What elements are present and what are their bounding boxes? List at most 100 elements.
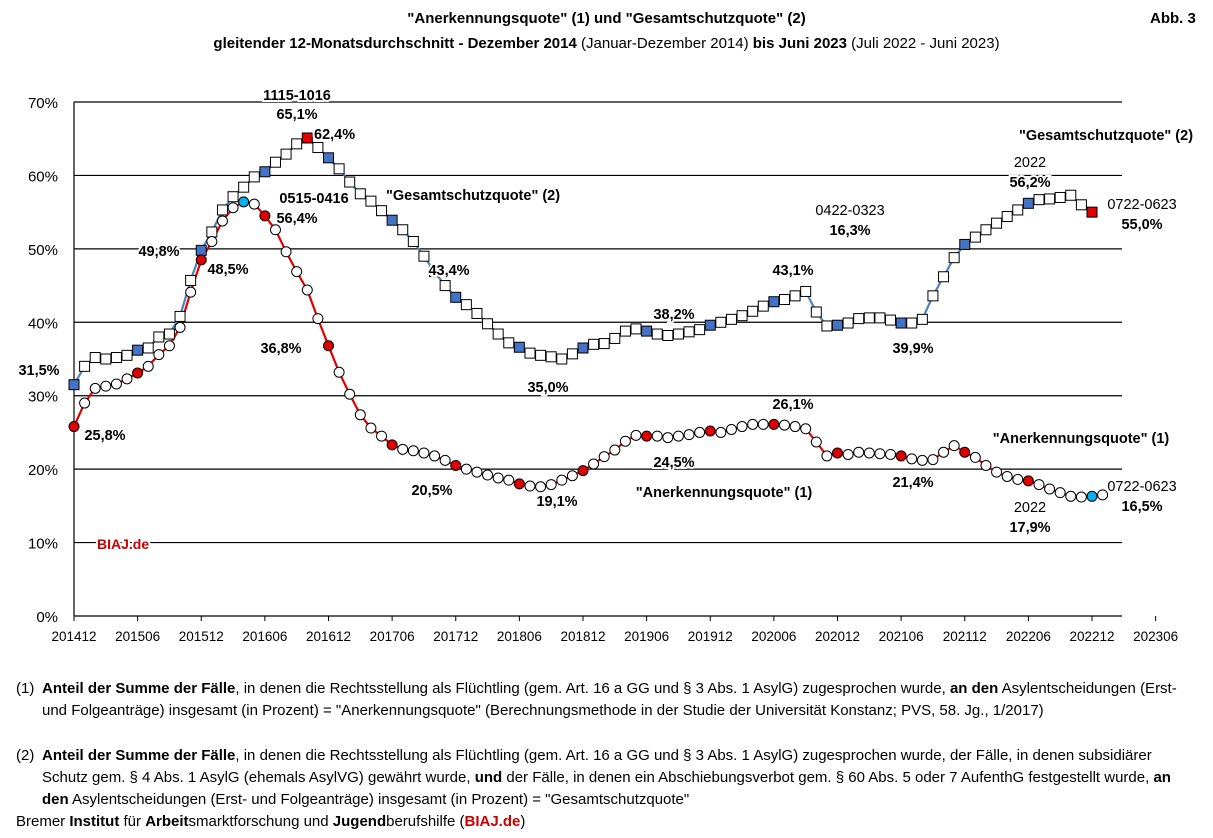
annotation-a-16-3: 16,3%	[829, 223, 870, 239]
gesamtschutzquote-point	[747, 305, 759, 317]
annotation-a-36-8: 36,8%	[260, 341, 301, 357]
annotation-a-series-label-right: "Anerkennungsquote" (1)	[993, 431, 1170, 447]
x-tick-label: 201512	[179, 629, 224, 644]
anerkennungsquote-point	[407, 445, 419, 457]
x-tick-label: 202206	[1006, 629, 1051, 644]
gesamtschutzquote-point	[535, 349, 547, 361]
annotation-peak-value: 65,1%	[276, 107, 317, 123]
fn2-bold-3: an den	[42, 769, 1171, 808]
gesamtschutzquote-point	[323, 152, 334, 164]
anerkennungsquote-point	[747, 418, 759, 430]
footnote-2-text: Anteil der Summe der Fälle, in denen die…	[42, 745, 1201, 811]
annotation-a-series-label-mid: "Anerkennungsquote" (1)	[636, 485, 813, 501]
x-tick-label: 201712	[433, 629, 478, 644]
anerkennungsquote-point	[301, 284, 313, 296]
gesamtschutzquote-point	[206, 226, 218, 238]
chart-title: "Anerkennungsquote" (1) und "Gesamtschut…	[407, 10, 806, 27]
gesamtschutzquote-point	[460, 299, 472, 311]
anerkennungsquote-point	[885, 448, 897, 460]
watermark-biaj: BIAJ.de	[97, 536, 149, 552]
gesamtschutzquote-point	[513, 341, 525, 353]
gesamtschutzquote-point	[407, 236, 419, 248]
x-tick-label: 201906	[624, 629, 669, 644]
src-p3: smarktforschung und	[188, 813, 333, 830]
x-tick-label: 202106	[879, 629, 924, 644]
gesamtschutzquote-point	[938, 271, 950, 283]
anerkennungsquote-point	[429, 450, 441, 462]
footnote-1-text: Anteil der Summe der Fälle, in denen die…	[42, 678, 1201, 722]
footnote-1-number: (1)	[16, 680, 35, 697]
anerkennungsquote-point	[142, 360, 154, 372]
anerkennungsquote-point	[1012, 473, 1024, 485]
gesamtschutzquote-point	[1086, 206, 1098, 218]
y-tick-label: 0%	[36, 609, 58, 626]
anerkennungsquote-point	[916, 454, 928, 466]
x-tick-label: 201706	[370, 629, 415, 644]
chart-subtitle: gleitender 12-Monatsdurchschnitt - Dezem…	[0, 35, 1213, 52]
y-tick-label: 10%	[28, 536, 58, 553]
anerkennungsquote-point	[248, 198, 260, 210]
gesamtschutzquote-point	[715, 316, 727, 328]
anerkennungsquote-point	[121, 373, 133, 385]
anerkennungsquote-point	[471, 466, 483, 478]
anerkennungsquote-point	[174, 321, 186, 333]
annotation-g-43-1: 43,1%	[772, 263, 813, 279]
fn1-bold-1: Anteil der Summe der Fälle	[42, 680, 236, 697]
source-line: Bremer Institut für Arbeitsmarktforschun…	[16, 813, 525, 830]
gesamtschutzquote-point	[132, 344, 144, 356]
gesamtschutzquote-point	[1033, 194, 1045, 206]
gesamtschutzquote-point	[588, 338, 600, 350]
gesamtschutzquote-point	[619, 325, 631, 337]
gesamtschutzquote-point	[227, 191, 239, 203]
gesamtschutzquote-point	[100, 353, 112, 365]
anerkennungsquote-point	[513, 478, 525, 490]
annotation-g-49-8: 49,8%	[138, 244, 179, 260]
anerkennungsquote-point	[821, 450, 833, 462]
x-tick-label: 202112	[943, 629, 987, 644]
gesamtschutzquote-point	[832, 319, 843, 331]
gesamtschutzquote-point	[885, 314, 897, 326]
anerkennungsquote-point	[312, 313, 324, 325]
subtitle-part-b: (Januar-Dezember 2014)	[576, 35, 753, 52]
anerkennungsquote-point	[344, 388, 356, 400]
anerkennungsquote-point	[959, 446, 971, 458]
anerkennungsquote-point	[1033, 479, 1045, 491]
anerkennungsquote-point	[323, 340, 334, 352]
anerkennungsquote-point	[450, 459, 462, 471]
anerkennungsquote-point	[482, 469, 494, 481]
gesamtschutzquote-point	[89, 352, 101, 364]
line-chart: 0% 10% 20% 30% 40% 50% 60% 70% 201412 201506 2015…	[16, 86, 1195, 644]
gesamtschutzquote-point	[694, 324, 706, 336]
gesamtschutzquote-point	[344, 176, 356, 188]
annotation-a-16-5: 16,5%	[1121, 499, 1162, 515]
y-tick-label: 40%	[28, 315, 58, 332]
anerkennungsquote-point	[100, 380, 112, 392]
gesamtschutzquote-point	[577, 342, 589, 354]
src-p4: berufshilfe (	[386, 813, 465, 830]
anerkennungsquote-point	[810, 436, 822, 448]
anerkennungsquote-point	[68, 421, 80, 433]
anerkennungsquote-point	[354, 409, 366, 421]
gesamtschutzquote-point	[354, 188, 366, 200]
gesamtschutzquote-point	[142, 342, 154, 354]
anerkennungsquote-point	[1075, 491, 1087, 503]
anerkennungsquote-point	[991, 466, 1003, 478]
anerkennungsquote-point	[725, 423, 737, 435]
annotation-a-17-9: 17,9%	[1009, 520, 1050, 536]
anerkennungsquote-point	[969, 451, 981, 463]
x-tick-label: 201412	[51, 629, 96, 644]
anerkennungsquote-point	[280, 246, 292, 258]
gesamtschutzquote-point	[397, 224, 409, 236]
gesamtschutzquote-point	[651, 328, 663, 340]
gesamtschutzquote-point	[641, 325, 653, 337]
anerkennungsquote-point	[736, 421, 748, 433]
anerkennungsquote-point	[1001, 470, 1013, 482]
y-tick-label: 50%	[28, 242, 58, 259]
anerkennungsquote-point	[1097, 489, 1109, 501]
anerkennungsquote-point	[545, 479, 557, 491]
fn2-text-2: der Fälle, in denen ein Abschiebungsverb…	[502, 769, 1154, 786]
gesamtschutzquote-point	[704, 319, 716, 331]
anerkennungsquote-point	[216, 215, 228, 227]
gesamtschutzquote-point	[863, 312, 875, 324]
gesamtschutzquote-point	[789, 290, 801, 302]
